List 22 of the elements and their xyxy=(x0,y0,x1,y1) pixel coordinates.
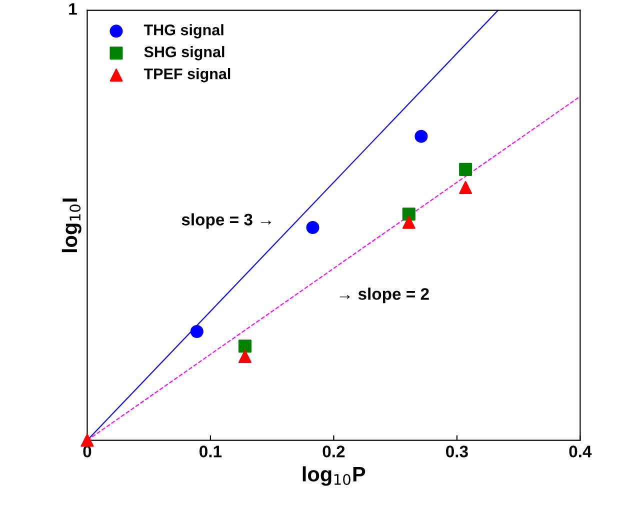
point xyxy=(80,434,94,447)
x-tick-label: 0.4 xyxy=(569,446,592,458)
x-tick-label: 0.2 xyxy=(322,446,345,458)
annotation: slope = 3 → xyxy=(182,213,271,229)
legend-label: THG signal xyxy=(144,24,224,38)
point xyxy=(459,162,472,176)
x-axis-title: log$_{10}$P xyxy=(302,466,366,486)
x-tick-label: 0.1 xyxy=(200,446,222,458)
x-tick-label: 0.3 xyxy=(446,446,468,458)
annotation: → slope = 2 xyxy=(340,288,429,304)
point xyxy=(402,216,416,229)
y-axis-title: log$_{10}$I xyxy=(62,198,82,252)
point xyxy=(238,350,252,363)
legend-label: SHG signal xyxy=(144,46,224,60)
legend-label: TPEF signal xyxy=(144,68,230,82)
point xyxy=(190,325,204,338)
text: 1 xyxy=(69,3,77,15)
point xyxy=(306,220,320,234)
point xyxy=(459,180,472,194)
point xyxy=(402,208,416,221)
point xyxy=(414,130,428,143)
point xyxy=(238,340,252,353)
